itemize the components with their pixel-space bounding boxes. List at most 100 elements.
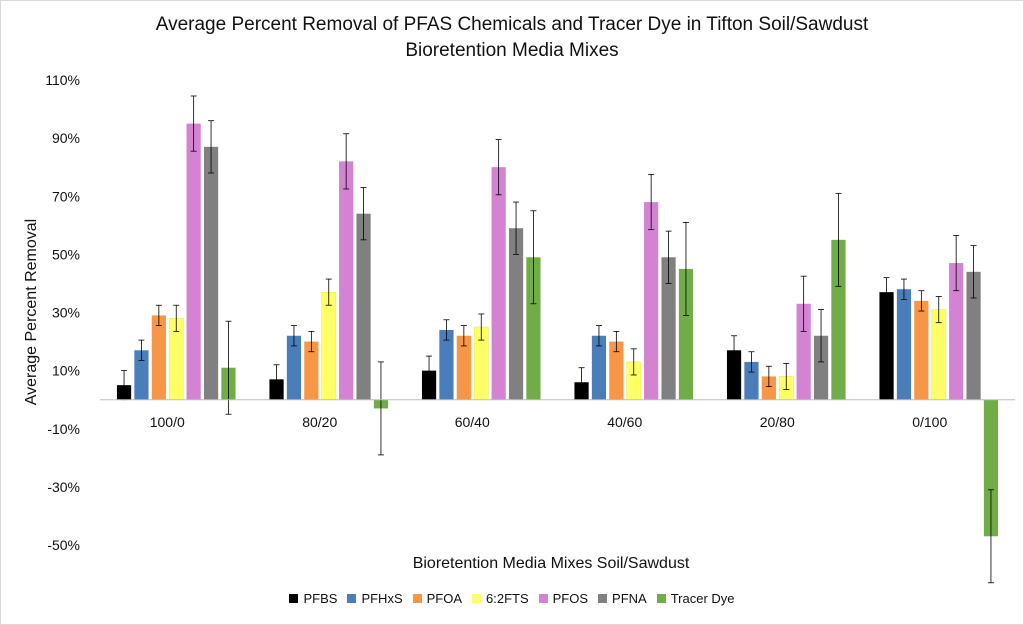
x-axis-title: Bioretention Media Mixes Soil/Sawdust	[413, 555, 690, 572]
error-bar	[630, 348, 637, 376]
y-tick-label: -10%	[47, 421, 80, 437]
error-bar	[377, 361, 384, 456]
y-tick-label: 70%	[52, 188, 80, 204]
chart-title-line-1: Average Percent Removal of PFAS Chemical…	[155, 14, 869, 35]
legend-item: PFHxS	[347, 591, 403, 606]
bar-pfoa-100-0	[151, 315, 166, 400]
bar-pfbs-20-80	[726, 350, 742, 400]
bar-pfoa-80-20	[304, 341, 319, 400]
error-bar	[273, 364, 280, 395]
error-bar	[835, 192, 842, 287]
legend-swatch	[289, 594, 299, 603]
bar-6-2fts-80-20	[321, 291, 337, 400]
error-bar	[343, 133, 350, 190]
legend-label: PFNA	[612, 591, 647, 606]
error-bar	[578, 367, 585, 398]
bar-pfos-20-80	[796, 303, 811, 400]
error-bar	[900, 278, 907, 300]
error-bar	[648, 174, 655, 231]
bar-pfhxs-80-20	[286, 335, 302, 400]
error-bar	[765, 365, 772, 388]
error-bar	[530, 210, 537, 305]
y-tick-label: 10%	[52, 363, 80, 379]
bar-pfos-80-20	[339, 161, 354, 400]
bar-6-2fts-0-100	[931, 309, 947, 400]
chart-title-line-2: Bioretention Media Mixes	[405, 40, 619, 61]
legend-label: PFBS	[303, 591, 338, 606]
bar-pfbs-0-100	[879, 292, 894, 400]
y-tick-label: 50%	[52, 246, 80, 262]
legend-swatch	[538, 594, 548, 603]
y-axis-title: Average Percent Removal	[23, 219, 40, 405]
bar-tracer-dye-20-80	[831, 239, 846, 400]
x-tick-label: 0/100	[912, 414, 947, 430]
error-bar	[290, 325, 297, 347]
legend: PFBS PFHxS PFOA 6:2FTS PFOS PFNA Tracer Dye	[0, 591, 1024, 606]
legend-item: 6:2FTS	[472, 591, 529, 606]
error-bar	[443, 319, 450, 341]
error-bar	[208, 120, 215, 174]
bar-pfos-60-40	[491, 167, 506, 400]
bar-pfoa-0-100	[914, 300, 929, 400]
error-bar	[748, 351, 755, 373]
x-tick-label: 60/40	[455, 414, 490, 430]
bar-pfoa-60-40	[456, 335, 471, 400]
y-tick-label: -30%	[47, 479, 80, 495]
error-bar	[325, 278, 332, 306]
bar-pfos-0-100	[949, 263, 964, 400]
bar-pfna-0-100	[966, 271, 981, 400]
bar-pfna-100-0	[203, 146, 219, 400]
bar-tracer-dye-60-40	[526, 257, 541, 400]
error-bar	[731, 335, 738, 366]
bar-pfna-40-60	[661, 257, 676, 400]
legend-label: 6:2FTS	[486, 591, 529, 606]
error-bar	[970, 245, 977, 299]
legend-swatch	[656, 594, 666, 603]
error-bar	[682, 222, 689, 316]
legend-swatch	[598, 594, 608, 603]
bar-pfos-100-0	[186, 123, 201, 400]
error-bar	[225, 320, 232, 415]
bar-pfna-80-20	[356, 213, 371, 400]
legend-label: PFHxS	[361, 591, 403, 606]
bar-pfoa-20-80	[761, 376, 776, 400]
bar-pfhxs-0-100	[896, 289, 912, 400]
error-bar	[818, 309, 825, 363]
error-bars	[121, 95, 994, 584]
error-bar	[665, 230, 672, 284]
bar-pfhxs-40-60	[591, 335, 607, 400]
bar-pfna-20-80	[813, 335, 829, 400]
error-bar	[460, 325, 467, 347]
bar-pfhxs-100-0	[134, 350, 149, 400]
bars	[116, 123, 999, 537]
error-bar	[987, 489, 994, 584]
error-bar	[613, 330, 620, 353]
legend-label: Tracer Dye	[670, 591, 735, 606]
legend-item: PFBS	[289, 591, 337, 606]
x-axis-tick-labels: 100/0 80/20 60/40 40/60 20/80 0/100	[150, 414, 948, 430]
legend-label: PFOA	[426, 591, 463, 606]
chart-title: Average Percent Removal of PFAS Chemical…	[0, 12, 1024, 64]
legend-item: Tracer Dye	[656, 591, 735, 606]
y-tick-label: 30%	[52, 305, 80, 321]
y-axis-tick-labels: 110% 90% 70% 50% 30% 10% -10% -30% -50%	[45, 72, 80, 553]
error-bar	[138, 339, 145, 361]
error-bar	[478, 313, 485, 341]
error-bar	[308, 330, 315, 353]
x-tick-label: 100/0	[150, 414, 185, 430]
legend-item: PFOS	[538, 591, 588, 606]
y-tick-label: -50%	[47, 537, 80, 553]
bar-tracer-dye-0-100	[983, 399, 999, 537]
bar-pfos-40-60	[644, 202, 659, 400]
error-bar	[595, 325, 602, 347]
legend-swatch	[347, 594, 357, 603]
error-bar	[495, 139, 502, 196]
bar-pfna-60-40	[508, 228, 524, 400]
error-bar	[190, 95, 197, 152]
bar-pfhxs-20-80	[744, 361, 759, 400]
y-tick-label: 90%	[52, 130, 80, 146]
y-tick-label: 110%	[45, 72, 80, 88]
error-bar	[883, 277, 890, 308]
legend-item: PFNA	[598, 591, 647, 606]
